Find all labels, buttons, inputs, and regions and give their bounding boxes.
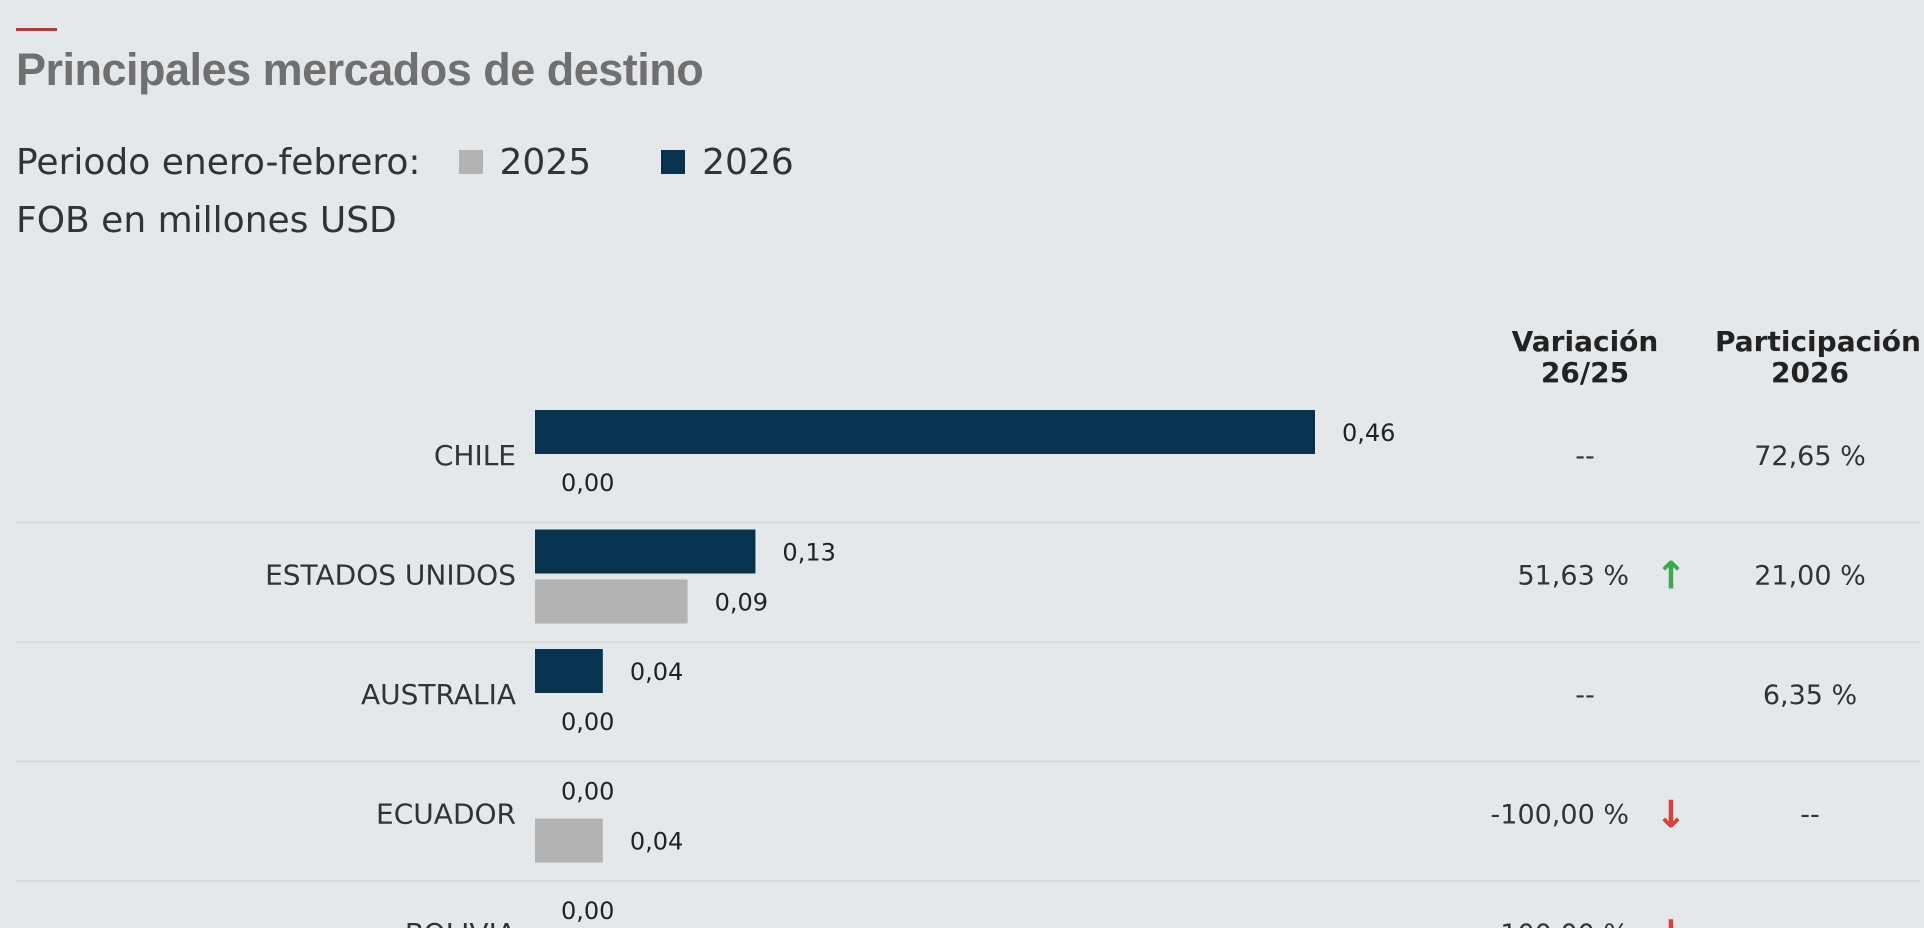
bar-2025-estados-unidos: [535, 579, 688, 624]
unit-label: FOB en millones USD: [16, 200, 397, 241]
value-label-2026-ecuador: 0,00: [561, 778, 614, 806]
legend-prefix: Periodo enero-febrero:: [16, 141, 421, 183]
column-header-variation-line1: Variación: [1511, 325, 1659, 358]
bar-2025-ecuador: [535, 818, 603, 863]
bar-2026-chile: [535, 410, 1315, 454]
column-header-share-line2: 2026: [1771, 356, 1849, 389]
share-value-chile: 72,65 %: [1754, 441, 1866, 472]
variation-value-ecuador: -100,00 %: [1491, 800, 1629, 831]
variation-value-chile: --: [1575, 441, 1595, 472]
category-label-chile: CHILE: [434, 439, 516, 472]
value-label-2025-chile: 0,00: [561, 469, 614, 497]
value-label-2026-chile: 0,46: [1342, 419, 1395, 447]
arrow-down-icon: ↓: [1655, 793, 1687, 837]
share-value-ecuador: --: [1800, 800, 1820, 831]
variation-value-estados-unidos: 51,63 %: [1517, 561, 1629, 592]
column-header-variation: Variación 26/25: [1500, 326, 1670, 388]
chart-title: Principales mercados de destino: [16, 44, 704, 95]
value-label-2026-australia: 0,04: [630, 658, 683, 686]
bar-2026-australia: [535, 649, 603, 693]
legend-item-2026: 2026: [661, 142, 794, 183]
arrow-up-icon: ↑: [1655, 554, 1687, 598]
category-label-ecuador: ECUADOR: [376, 798, 516, 831]
legend-label-2026: 2026: [702, 141, 794, 183]
legend-swatch-2025: [458, 150, 483, 174]
category-label-australia: AUSTRALIA: [361, 678, 516, 711]
variation-value-bolivia: -100,00 %: [1491, 919, 1629, 928]
value-label-2025-estados-unidos: 0,09: [715, 589, 768, 617]
legend: Periodo enero-febrero: 2025 2026: [16, 136, 864, 188]
value-label-2025-ecuador: 0,04: [630, 828, 683, 856]
legend-label-2025: 2025: [499, 141, 592, 183]
arrow-down-icon: ↓: [1655, 912, 1687, 928]
value-label-2026-estados-unidos: 0,13: [782, 539, 835, 567]
variation-value-australia: --: [1575, 680, 1595, 711]
value-label-2026-bolivia: 0,00: [561, 897, 614, 925]
value-label-2025-australia: 0,00: [561, 708, 614, 736]
category-label-estados-unidos: ESTADOS UNIDOS: [265, 559, 516, 592]
column-header-variation-line2: 26/25: [1540, 356, 1630, 389]
accent-line: [16, 28, 57, 31]
share-value-estados-unidos: 21,00 %: [1754, 561, 1866, 592]
share-value-australia: 6,35 %: [1763, 680, 1857, 711]
column-header-share-line1: Participación: [1715, 325, 1921, 358]
category-label-bolivia: BOLIVIA: [405, 917, 516, 928]
legend-swatch-2026: [661, 150, 686, 174]
bar-2026-estados-unidos: [535, 529, 756, 574]
column-header-share: Participación 2026: [1715, 325, 1921, 389]
legend-item-2025: 2025: [458, 141, 592, 183]
